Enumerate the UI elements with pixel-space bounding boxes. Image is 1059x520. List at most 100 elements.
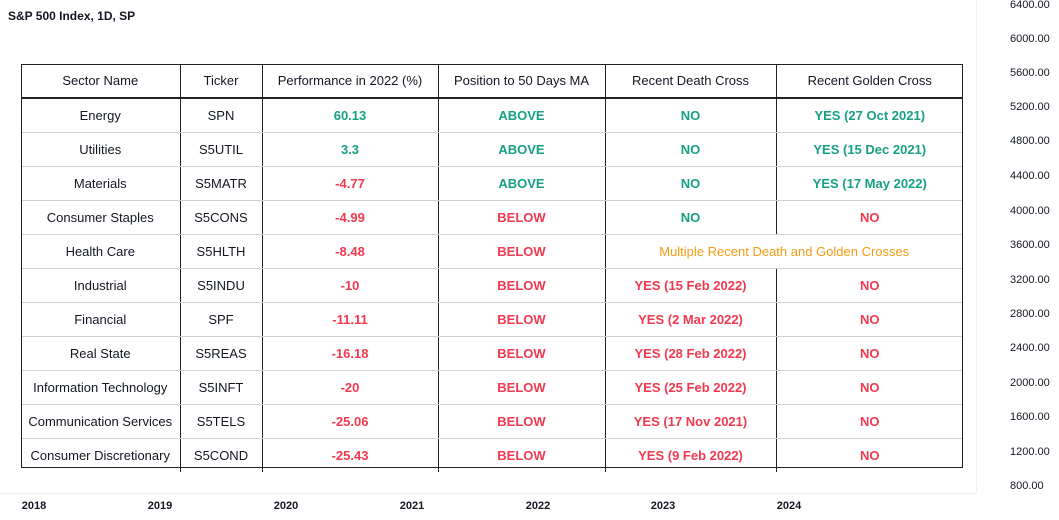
death-cross: NO [605, 98, 777, 133]
sector-name: Communication Services [21, 404, 181, 439]
ticker: S5INDU [180, 268, 263, 303]
ticker: S5CONS [180, 200, 263, 235]
ticker: S5UTIL [180, 132, 263, 167]
ma-position: ABOVE [438, 132, 606, 167]
table-row: Real State S5REAS -16.18 BELOW YES (28 F… [21, 336, 963, 371]
price-axis-label: 5200.00 [1010, 101, 1050, 113]
ticker: S5INFT [180, 370, 263, 405]
table-row: Financial SPF -11.11 BELOW YES (2 Mar 20… [21, 302, 963, 337]
time-axis-label: 2022 [525, 500, 551, 512]
ticker: S5REAS [180, 336, 263, 371]
column-header-sector: Sector Name [21, 64, 181, 99]
golden-cross: NO [860, 448, 880, 463]
golden-cross: YES (17 May 2022) [776, 166, 963, 201]
performance-value: -4.99 [262, 200, 439, 235]
ma-position: BELOW [438, 302, 606, 337]
golden-cross: NO [776, 268, 963, 303]
price-axis-label: 800.00 [1010, 480, 1044, 492]
price-axis-label: 6400.00 [1010, 0, 1050, 11]
table-row: Communication Services S5TELS -25.06 BEL… [21, 404, 963, 439]
sector-name: Industrial [21, 268, 181, 303]
performance-value: -8.48 [262, 234, 439, 269]
sector-name: Health Care [21, 234, 181, 269]
table-row: Energy SPN 60.13 ABOVE NO YES (27 Oct 20… [21, 98, 963, 133]
performance-value: -4.77 [262, 166, 439, 201]
sector-name: Consumer Discretionary [21, 438, 181, 472]
column-header-position: Position to 50 Days MA [438, 64, 606, 99]
ma-position: BELOW [438, 438, 606, 472]
golden-cross: YES (27 Oct 2021) [776, 98, 963, 133]
death-cross: NO [605, 132, 777, 167]
table-row: Materials S5MATR -4.77 ABOVE NO YES (17 … [21, 166, 963, 201]
price-axis-label: 1600.00 [1010, 411, 1050, 423]
price-axis-label: 4400.00 [1010, 170, 1050, 182]
sector-name: Energy [21, 98, 181, 133]
death-cross: NO [605, 200, 777, 235]
ma-position: BELOW [438, 336, 606, 371]
death-cross: YES (25 Feb 2022) [605, 370, 777, 405]
table-row: Industrial S5INDU -10 BELOW YES (15 Feb … [21, 268, 963, 303]
price-axis-label: 2400.00 [1010, 342, 1050, 354]
ticker: S5MATR [180, 166, 263, 201]
time-axis-label: 2020 [273, 500, 299, 512]
ticker: SPN [180, 98, 263, 133]
death-cross: YES (28 Feb 2022) [605, 336, 777, 371]
price-axis-label: 4000.00 [1010, 205, 1050, 217]
performance-value: 60.13 [262, 98, 439, 133]
death-cross: NO [605, 166, 777, 201]
ma-position: ABOVE [438, 98, 606, 133]
death-cross: YES (17 Nov 2021) [605, 404, 777, 439]
death-cross: YES (9 Feb 2022) [605, 438, 777, 472]
crosses-note: Multiple Recent Death and Golden Crosses [605, 234, 963, 269]
price-axis-label: 2800.00 [1010, 308, 1050, 320]
time-axis[interactable]: 2018 2019 2020 2021 2022 2023 2024 [0, 493, 976, 520]
ticker: S5HLTH [180, 234, 263, 269]
time-axis-label: 2023 [650, 500, 676, 512]
sector-name: Materials [21, 166, 181, 201]
column-header-performance: Performance in 2022 (%) [262, 64, 439, 99]
price-axis-label: 4800.00 [1010, 135, 1050, 147]
ma-position: ABOVE [438, 166, 606, 201]
price-axis[interactable]: 6400.00 6000.00 5600.00 5200.00 4800.00 … [976, 0, 1059, 493]
price-axis-label: 6000.00 [1010, 33, 1050, 45]
time-axis-label: 2024 [776, 500, 802, 512]
sector-name: Information Technology [21, 370, 181, 405]
table-row: Health Care S5HLTH -8.48 BELOW Multiple … [21, 234, 963, 269]
golden-cross: NO [776, 370, 963, 405]
column-header-golden-cross: Recent Golden Cross [776, 64, 963, 99]
price-axis-label: 3200.00 [1010, 274, 1050, 286]
price-axis-label: 2000.00 [1010, 377, 1050, 389]
chart-title: S&P 500 Index, 1D, SP [8, 9, 136, 23]
performance-value: -20 [262, 370, 439, 405]
ma-position: BELOW [438, 200, 606, 235]
golden-cross: NO [776, 404, 963, 439]
table-header-row: Sector Name Ticker Performance in 2022 (… [21, 64, 963, 99]
ma-position: BELOW [438, 404, 606, 439]
ticker: SPF [180, 302, 263, 337]
ma-position: BELOW [438, 234, 606, 269]
price-axis-label: 1200.00 [1010, 446, 1050, 458]
performance-value: -25.43 [262, 438, 439, 472]
golden-cross: NO [776, 302, 963, 337]
death-cross: YES (15 Feb 2022) [605, 268, 777, 303]
time-axis-label: 2021 [399, 500, 425, 512]
table-row: Information Technology S5INFT -20 BELOW … [21, 370, 963, 405]
price-axis-label: 3600.00 [1010, 239, 1050, 251]
golden-cross: YES (15 Dec 2021) [776, 132, 963, 167]
ma-position: BELOW [438, 268, 606, 303]
ticker: S5COND [180, 438, 263, 472]
column-header-ticker: Ticker [180, 64, 263, 99]
price-axis-label: 5600.00 [1010, 67, 1050, 79]
sector-name: Real State [21, 336, 181, 371]
sector-name: Financial [21, 302, 181, 337]
sector-name: Utilities [21, 132, 181, 167]
table-row: Consumer Staples S5CONS -4.99 BELOW NO N… [21, 200, 963, 235]
ma-position: BELOW [438, 370, 606, 405]
table-row: Consumer Discretionary S5COND -25.43 BEL… [21, 438, 963, 472]
death-cross: YES (2 Mar 2022) [605, 302, 777, 337]
time-axis-label: 2018 [21, 500, 47, 512]
table-row: Utilities S5UTIL 3.3 ABOVE NO YES (15 De… [21, 132, 963, 167]
performance-value: -10 [262, 268, 439, 303]
performance-value: 3.3 [262, 132, 439, 167]
sector-performance-table: Sector Name Ticker Performance in 2022 (… [21, 64, 963, 472]
